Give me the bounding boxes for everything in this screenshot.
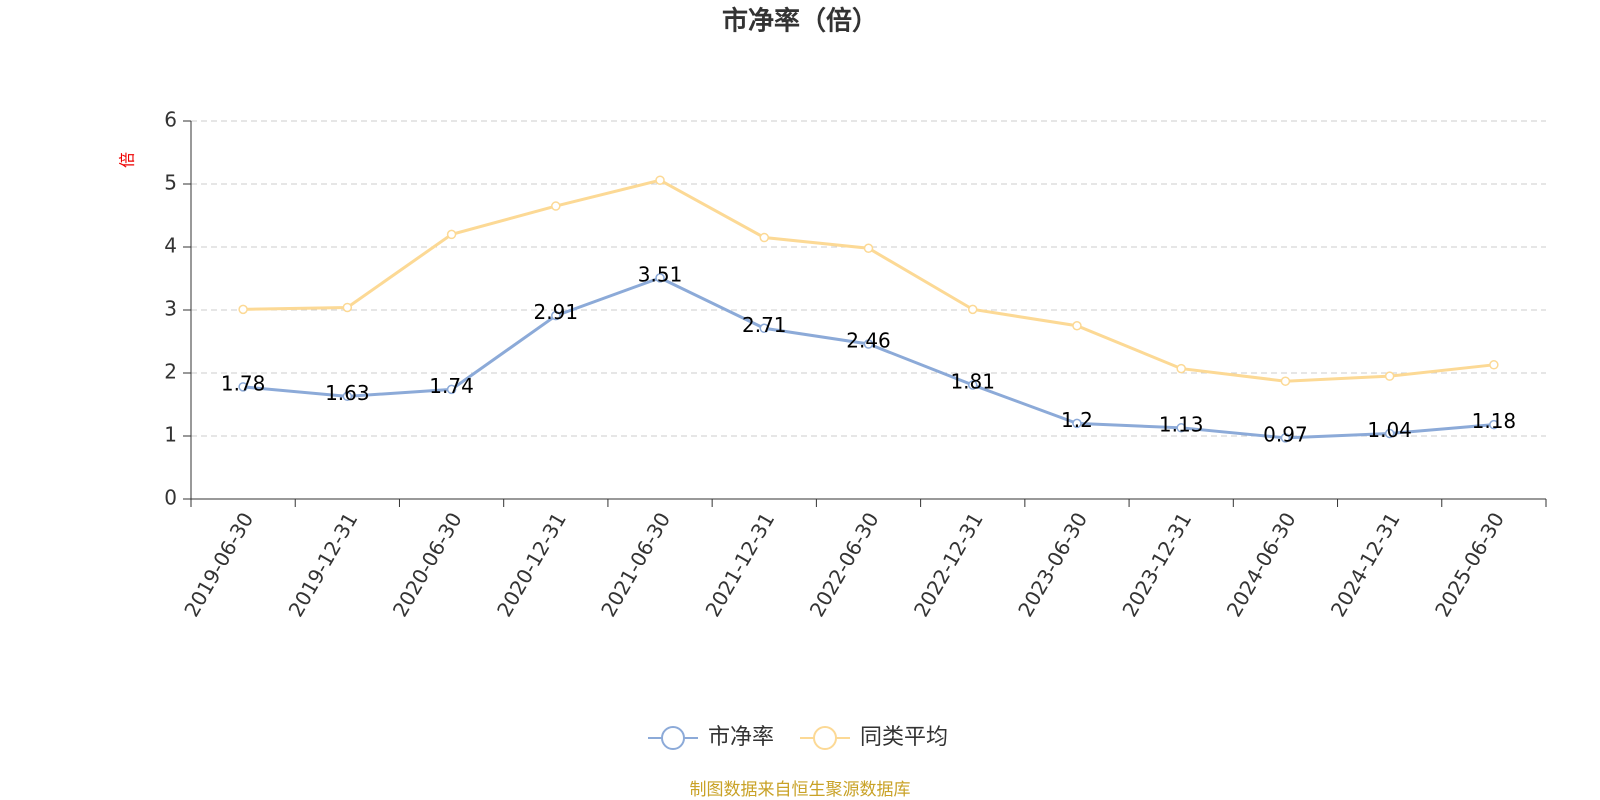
data-point: [759, 232, 770, 243]
y-axis-label: 倍: [118, 152, 137, 168]
data-point: [342, 391, 353, 402]
legend-label: 同类平均: [860, 725, 948, 750]
data-label: 0.97: [1263, 422, 1308, 446]
y-tick-label: 2: [164, 360, 177, 384]
data-label: 2.46: [846, 329, 891, 353]
x-tick-label: 2020-06-30: [388, 508, 467, 621]
y-tick-label: 6: [164, 108, 177, 132]
data-point: [1280, 433, 1291, 443]
data-label: 1.78: [221, 371, 266, 395]
data-label: 1.63: [325, 381, 370, 405]
data-point: [446, 384, 457, 395]
x-tick-label: 2022-12-31: [909, 508, 988, 621]
x-tick-label: 2022-06-30: [805, 508, 884, 621]
legend-label: 市净率: [708, 725, 774, 750]
data-label: 3.51: [638, 262, 683, 286]
y-tick-label: 3: [164, 297, 177, 321]
data-label: 2.91: [534, 300, 579, 324]
data-point: [1489, 360, 1499, 370]
x-tick-label: 2023-06-30: [1013, 508, 1092, 621]
data-point: [551, 201, 561, 211]
data-point: [446, 229, 457, 240]
chart-title: 市净率（倍）: [722, 6, 878, 37]
x-tick-label: 2021-12-31: [700, 508, 779, 621]
data-point: [238, 382, 248, 392]
x-tick-label: 2021-06-30: [596, 508, 675, 621]
y-tick-label: 5: [164, 171, 177, 195]
data-point: [1280, 376, 1291, 386]
y-tick-label: 0: [164, 486, 177, 510]
legend-marker: [661, 726, 685, 750]
data-point: [1176, 363, 1186, 374]
data-point: [1489, 419, 1499, 430]
data-point: [967, 304, 978, 315]
y-tick-label: 1: [164, 423, 177, 447]
data-point: [1384, 428, 1395, 439]
series-line: [242, 276, 1495, 440]
x-tick-label: 2019-06-30: [179, 508, 258, 621]
data-point: [1176, 423, 1186, 433]
data-point: [1384, 371, 1395, 381]
x-tick-label: 2024-06-30: [1222, 508, 1301, 621]
data-point: [1072, 418, 1082, 429]
data-label: 2.71: [742, 313, 787, 337]
x-tick-label: 2024-12-31: [1326, 508, 1405, 621]
source-note: 制图数据来自恒生聚源数据库: [690, 780, 911, 800]
data-point: [238, 304, 248, 315]
data-point: [1072, 321, 1082, 331]
data-label: 1.74: [429, 374, 474, 398]
legend-marker: [813, 726, 837, 750]
data-label: 1.13: [1159, 412, 1204, 436]
data-point: [863, 339, 874, 349]
data-point: [759, 323, 770, 334]
x-tick-label: 2019-12-31: [284, 508, 363, 621]
x-tick-label: 2023-12-31: [1117, 508, 1196, 621]
y-tick-label: 4: [164, 234, 177, 258]
data-label: 1.2: [1061, 408, 1093, 432]
data-point: [863, 243, 874, 254]
data-label: 1.18: [1472, 409, 1517, 433]
data-point: [655, 273, 665, 283]
data-label: 1.81: [950, 369, 995, 393]
x-tick-label: 2025-06-30: [1430, 508, 1509, 621]
data-point: [655, 175, 665, 185]
data-point: [551, 310, 561, 321]
data-point: [967, 380, 978, 390]
data-label: 1.04: [1367, 418, 1412, 442]
x-tick-label: 2020-12-31: [492, 508, 571, 621]
data-point: [342, 302, 353, 313]
